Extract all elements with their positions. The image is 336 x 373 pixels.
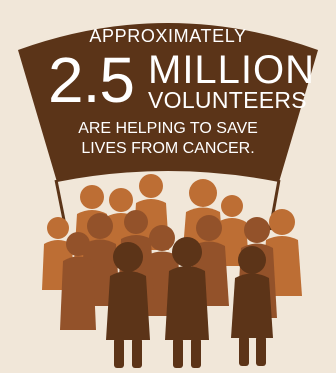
- tagline-line-2: LIVES FROM CANCER.: [81, 140, 255, 157]
- crowd-of-people-icon: [42, 174, 302, 368]
- banner-flag-shape: [18, 23, 318, 182]
- million-label: MILLION: [148, 48, 316, 92]
- crowd-front-row: [106, 237, 273, 368]
- tagline-line-1: ARE HELPING TO SAVE: [78, 120, 258, 137]
- volunteer-count: 2.5: [48, 44, 135, 116]
- kicker-text: APPROXIMATELY: [89, 26, 247, 46]
- volunteers-label: VOLUNTEERS: [148, 87, 307, 113]
